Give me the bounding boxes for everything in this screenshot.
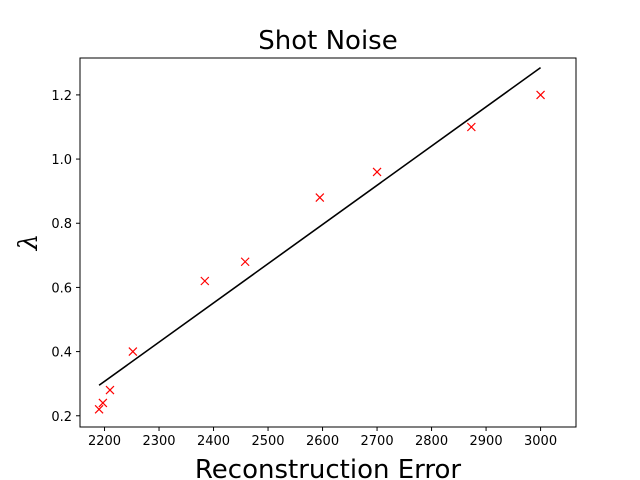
data-point <box>200 276 210 286</box>
y-tick-label: 0.6 <box>51 281 72 296</box>
data-point <box>536 90 545 100</box>
y-tick-label: 0.4 <box>51 346 72 361</box>
data-point <box>466 122 476 132</box>
x-tick-label: 2400 <box>197 434 230 449</box>
x-tick-label: 2300 <box>142 434 175 449</box>
x-tick-label: 2900 <box>470 434 503 449</box>
data-point <box>105 385 115 395</box>
x-tick-label: 2600 <box>306 434 339 449</box>
data-point <box>372 167 382 177</box>
x-tick-label: 2500 <box>251 434 284 449</box>
data-point <box>98 398 108 408</box>
fit-line <box>98 66 542 386</box>
y-tick-label: 0.8 <box>51 217 72 232</box>
x-tick-label: 2700 <box>361 434 394 449</box>
y-tick-label: 1.2 <box>51 89 72 104</box>
data-point <box>128 347 138 357</box>
x-tick-label: 2200 <box>88 434 121 449</box>
x-axis-label: Reconstruction Error <box>195 455 462 480</box>
y-tick-label: 1.0 <box>51 153 72 168</box>
x-tick-label: 3000 <box>524 434 557 449</box>
data-point <box>240 257 250 267</box>
x-tick-label: 2800 <box>415 434 448 449</box>
y-tick-label: 0.2 <box>51 410 72 425</box>
data-point <box>315 193 325 203</box>
data-point <box>94 404 104 414</box>
plot-frame <box>79 57 577 428</box>
chart-title: Shot Noise <box>258 26 397 56</box>
plot-area: 2200 2300 2400 2500 2600 2700 2800 2900 3000 0.2 0… <box>51 57 577 449</box>
y-axis-label: λ <box>14 234 44 251</box>
